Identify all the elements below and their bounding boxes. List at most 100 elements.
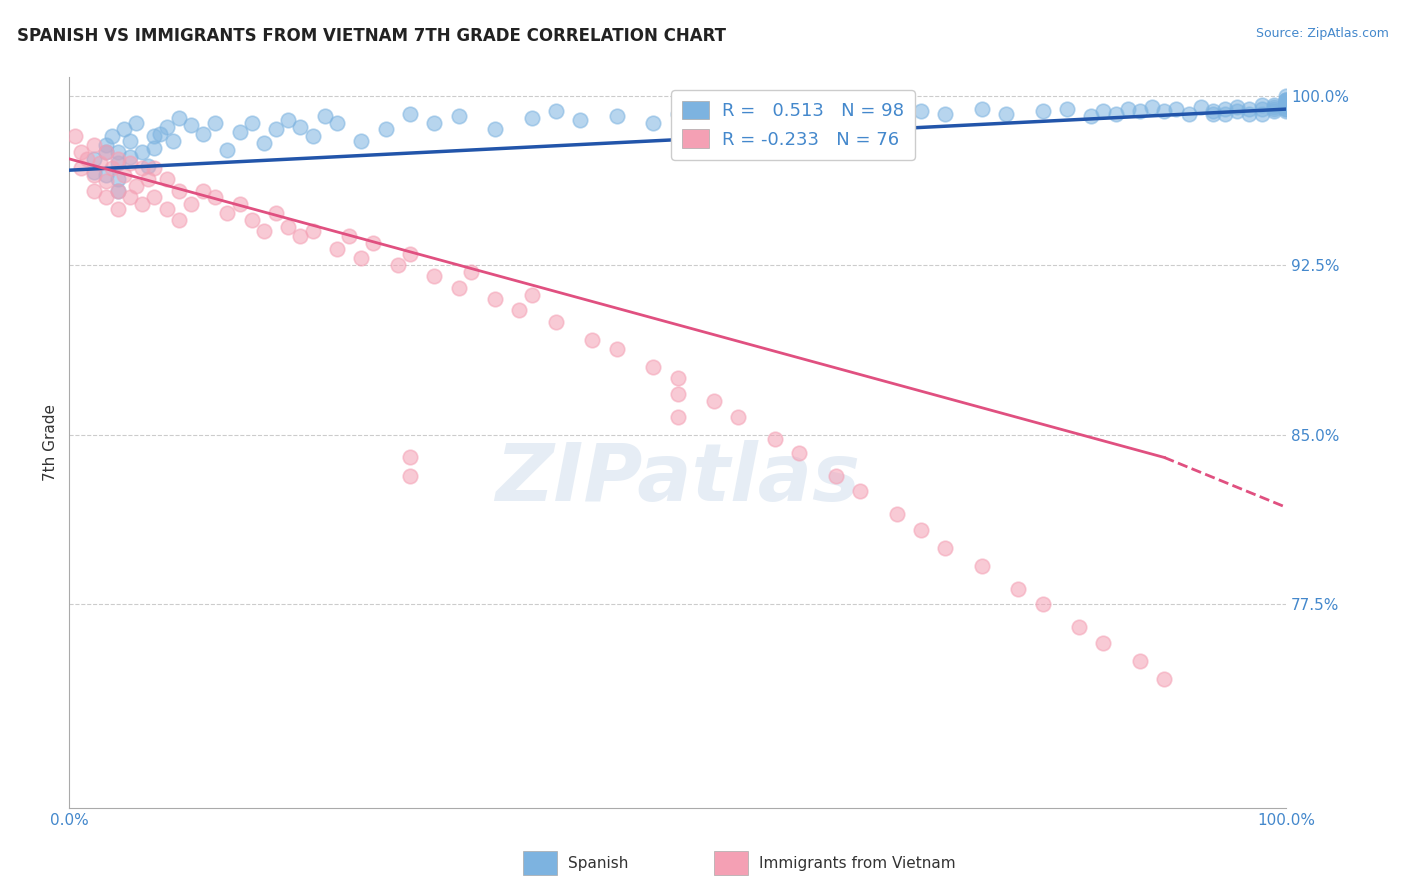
Point — [167, 184, 190, 198]
Point — [101, 161, 124, 175]
Point — [1129, 104, 1152, 119]
Point — [125, 116, 148, 130]
Point — [217, 143, 239, 157]
Point — [787, 104, 810, 119]
Point — [520, 111, 543, 125]
Point — [970, 102, 993, 116]
Point — [107, 184, 129, 198]
Point — [204, 190, 226, 204]
Point — [1213, 102, 1236, 116]
Point — [143, 161, 166, 175]
Point — [934, 541, 956, 555]
Point — [460, 265, 482, 279]
Point — [606, 342, 628, 356]
Point — [666, 371, 689, 385]
Point — [120, 150, 142, 164]
Point — [228, 125, 250, 139]
Point — [1250, 106, 1272, 120]
Point — [666, 387, 689, 401]
Point — [1069, 620, 1091, 634]
Text: SPANISH VS IMMIGRANTS FROM VIETNAM 7TH GRADE CORRELATION CHART: SPANISH VS IMMIGRANTS FROM VIETNAM 7TH G… — [17, 27, 725, 45]
Point — [143, 140, 166, 154]
Point — [112, 122, 135, 136]
Point — [125, 179, 148, 194]
Point — [94, 168, 117, 182]
Point — [112, 168, 135, 182]
Text: Immigrants from Vietnam: Immigrants from Vietnam — [759, 855, 956, 871]
Point — [350, 252, 373, 266]
Point — [606, 109, 628, 123]
Point — [301, 129, 323, 144]
Point — [131, 145, 153, 160]
Point — [204, 116, 226, 130]
Point — [763, 109, 786, 123]
Point — [83, 152, 105, 166]
Point — [191, 184, 214, 198]
Point — [143, 190, 166, 204]
Point — [1129, 654, 1152, 668]
Point — [824, 468, 846, 483]
Point — [387, 258, 409, 272]
Point — [1275, 97, 1298, 112]
Point — [484, 122, 506, 136]
Point — [350, 134, 373, 148]
Point — [277, 113, 299, 128]
Point — [1177, 106, 1199, 120]
Point — [1116, 102, 1139, 116]
Point — [277, 219, 299, 234]
Point — [1153, 104, 1175, 119]
Point — [167, 213, 190, 227]
Point — [1226, 104, 1249, 119]
Point — [763, 433, 786, 447]
Point — [107, 156, 129, 170]
Text: Spanish: Spanish — [568, 855, 628, 871]
Point — [240, 213, 263, 227]
Point — [1032, 598, 1054, 612]
Point — [399, 468, 422, 483]
Point — [94, 190, 117, 204]
Point — [1275, 97, 1298, 112]
Point — [155, 202, 177, 216]
Point — [83, 168, 105, 182]
Point — [703, 393, 725, 408]
Point — [1239, 102, 1261, 116]
Point — [136, 159, 159, 173]
Point — [1140, 100, 1163, 114]
Point — [970, 559, 993, 574]
Point — [1263, 100, 1285, 114]
Point — [94, 174, 117, 188]
Point — [703, 111, 725, 125]
Point — [1263, 102, 1285, 116]
Point — [1250, 97, 1272, 112]
Point — [849, 106, 872, 120]
Text: ZIPatlas: ZIPatlas — [495, 441, 860, 518]
Point — [94, 138, 117, 153]
Point — [1275, 102, 1298, 116]
Point — [101, 129, 124, 144]
Point — [83, 184, 105, 198]
Point — [70, 161, 93, 175]
Point — [1275, 95, 1298, 110]
Point — [290, 120, 312, 135]
Point — [1032, 104, 1054, 119]
Point — [399, 247, 422, 261]
Point — [508, 303, 530, 318]
Point — [666, 409, 689, 424]
Point — [314, 109, 336, 123]
Point — [155, 172, 177, 186]
Point — [643, 116, 665, 130]
Point — [399, 450, 422, 465]
Point — [666, 106, 689, 120]
Point — [107, 152, 129, 166]
Point — [1056, 102, 1078, 116]
Point — [995, 106, 1018, 120]
Point — [162, 134, 184, 148]
Point — [727, 104, 749, 119]
Point — [1263, 97, 1285, 112]
Point — [1189, 100, 1212, 114]
Point — [423, 269, 446, 284]
Point — [167, 111, 190, 125]
Point — [1166, 102, 1188, 116]
Point — [107, 145, 129, 160]
Point — [1092, 636, 1115, 650]
